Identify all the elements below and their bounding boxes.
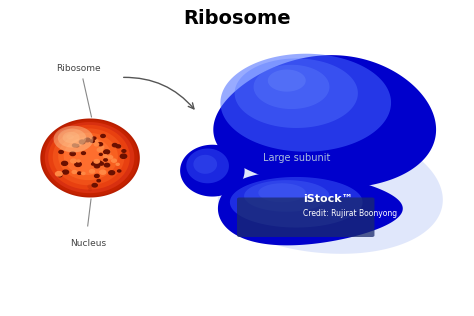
Circle shape [82, 152, 85, 155]
Polygon shape [58, 133, 118, 180]
Circle shape [118, 170, 121, 172]
Polygon shape [213, 55, 436, 188]
Circle shape [108, 156, 113, 159]
Polygon shape [254, 65, 329, 109]
Polygon shape [258, 183, 306, 202]
Polygon shape [40, 118, 140, 198]
Circle shape [75, 144, 79, 147]
Polygon shape [186, 149, 229, 183]
Circle shape [116, 145, 120, 148]
Text: Large subunit: Large subunit [263, 153, 330, 163]
Circle shape [100, 154, 102, 155]
Circle shape [55, 172, 62, 176]
Polygon shape [42, 120, 138, 196]
Circle shape [85, 138, 90, 142]
Circle shape [92, 161, 98, 165]
Circle shape [100, 170, 106, 174]
Polygon shape [54, 126, 93, 152]
Circle shape [63, 170, 69, 174]
Polygon shape [268, 70, 306, 92]
Polygon shape [48, 125, 130, 190]
Circle shape [94, 143, 99, 146]
Circle shape [99, 162, 103, 165]
Circle shape [97, 148, 102, 152]
Circle shape [73, 144, 77, 147]
Polygon shape [235, 58, 358, 128]
Polygon shape [66, 134, 74, 139]
Circle shape [91, 140, 94, 143]
Circle shape [111, 159, 116, 162]
Polygon shape [244, 180, 329, 212]
Polygon shape [230, 177, 363, 228]
Circle shape [97, 161, 102, 164]
FancyBboxPatch shape [237, 198, 374, 237]
Circle shape [58, 174, 62, 177]
Circle shape [103, 155, 108, 157]
Polygon shape [58, 129, 86, 148]
Text: Ribosome: Ribosome [56, 64, 100, 73]
Polygon shape [88, 188, 92, 191]
Circle shape [75, 162, 81, 167]
Circle shape [94, 174, 99, 178]
Circle shape [59, 150, 64, 154]
Circle shape [72, 171, 77, 173]
Circle shape [92, 139, 98, 143]
Circle shape [104, 159, 107, 161]
Circle shape [62, 161, 68, 165]
Text: Ribosome: Ribosome [183, 9, 291, 28]
Circle shape [82, 172, 85, 174]
Polygon shape [218, 172, 403, 245]
Polygon shape [53, 128, 124, 185]
Text: Nucleus: Nucleus [70, 239, 106, 247]
Circle shape [97, 179, 100, 182]
Circle shape [120, 154, 127, 158]
Circle shape [100, 146, 104, 149]
Circle shape [91, 163, 94, 165]
Circle shape [70, 152, 75, 155]
Circle shape [109, 171, 115, 175]
Polygon shape [218, 131, 443, 254]
Circle shape [104, 163, 109, 167]
Polygon shape [87, 184, 93, 189]
Circle shape [116, 163, 119, 165]
Circle shape [92, 184, 97, 187]
Circle shape [77, 160, 80, 162]
Circle shape [94, 164, 100, 168]
Polygon shape [180, 145, 245, 197]
Circle shape [80, 140, 85, 144]
Circle shape [104, 150, 109, 154]
Polygon shape [63, 132, 80, 143]
Circle shape [71, 159, 76, 163]
Circle shape [122, 150, 126, 152]
Polygon shape [193, 155, 217, 174]
Circle shape [94, 160, 100, 163]
Polygon shape [45, 122, 134, 193]
Polygon shape [64, 137, 111, 175]
Circle shape [92, 137, 96, 139]
Circle shape [112, 143, 117, 147]
Polygon shape [220, 54, 391, 152]
Text: Credit: Rujirat Boonyong: Credit: Rujirat Boonyong [303, 209, 398, 218]
Circle shape [101, 135, 105, 137]
Circle shape [98, 143, 102, 146]
Circle shape [78, 172, 81, 174]
Text: iStock™: iStock™ [303, 194, 353, 204]
Circle shape [90, 170, 94, 173]
